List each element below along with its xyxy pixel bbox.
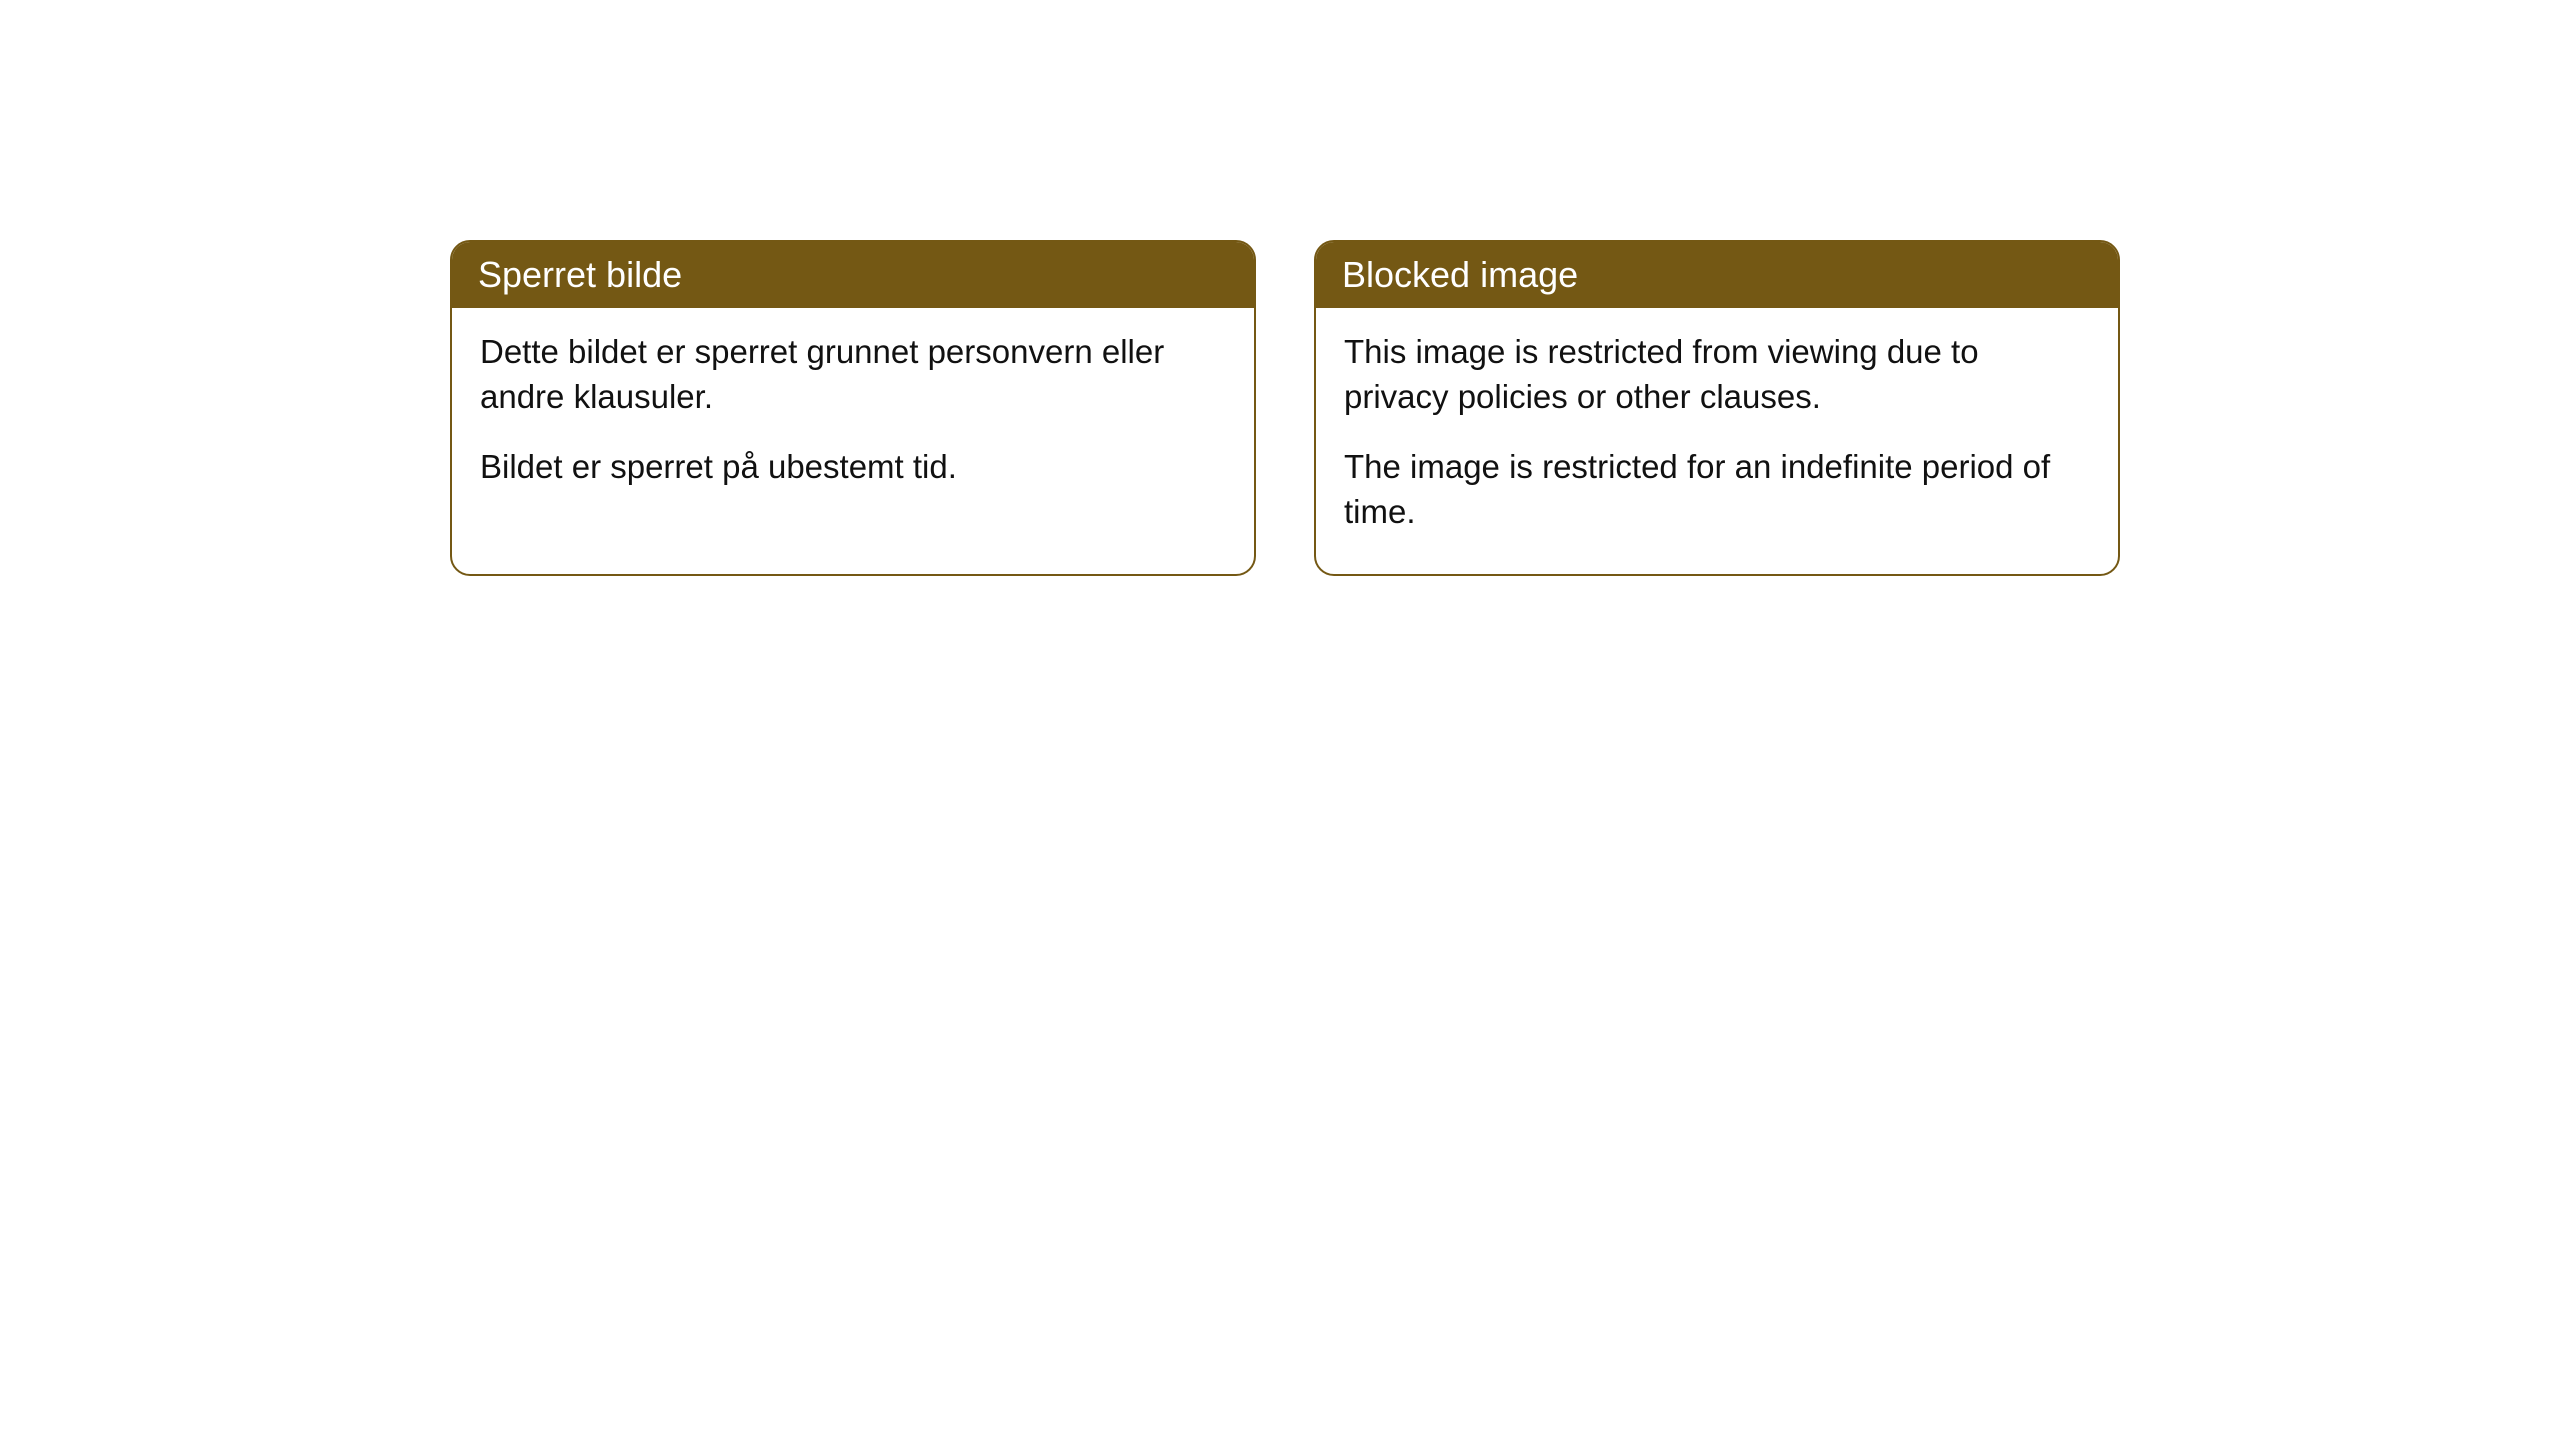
panel-header-english: Blocked image	[1316, 242, 2118, 308]
panel-text-english-2: The image is restricted for an indefinit…	[1344, 445, 2090, 534]
panel-container: Sperret bilde Dette bildet er sperret gr…	[450, 240, 2120, 576]
panel-text-norwegian-1: Dette bildet er sperret grunnet personve…	[480, 330, 1226, 419]
panel-text-english-1: This image is restricted from viewing du…	[1344, 330, 2090, 419]
panel-body-norwegian: Dette bildet er sperret grunnet personve…	[452, 308, 1254, 530]
panel-text-norwegian-2: Bildet er sperret på ubestemt tid.	[480, 445, 1226, 490]
panel-english: Blocked image This image is restricted f…	[1314, 240, 2120, 576]
panel-norwegian: Sperret bilde Dette bildet er sperret gr…	[450, 240, 1256, 576]
panel-header-norwegian: Sperret bilde	[452, 242, 1254, 308]
panel-body-english: This image is restricted from viewing du…	[1316, 308, 2118, 574]
